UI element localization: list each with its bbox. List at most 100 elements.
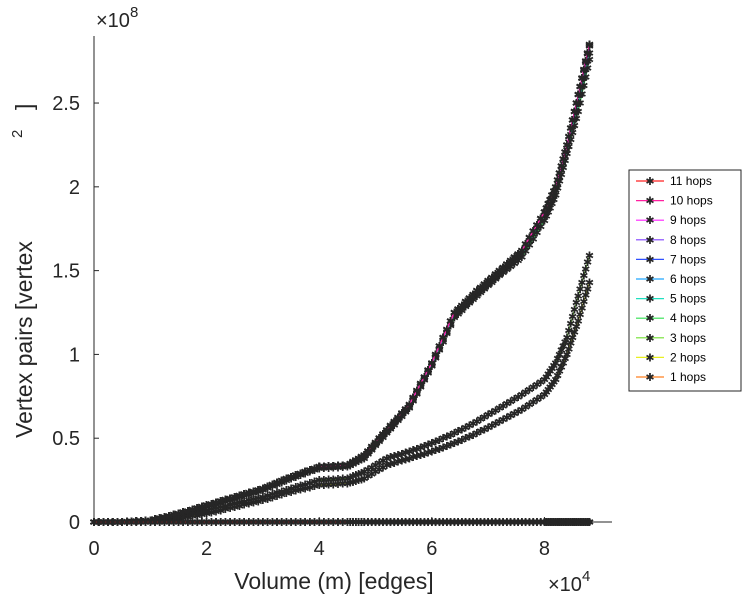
data-point: ✱ [296,470,305,482]
data-point: ✱ [405,453,414,465]
data-point: ✱ [559,158,568,170]
series-4-hops: ✱✱✱✱✱✱✱✱✱✱✱✱✱✱✱✱✱✱✱✱✱✱✱✱✱✱✱✱✱✱✱✱✱✱✱✱✱✱✱✱… [89,54,594,529]
data-point: ✱ [113,517,122,529]
data-point: ✱ [244,488,253,500]
data-point: ✱ [268,480,277,492]
data-point: ✱ [89,517,98,529]
data-point: ✱ [549,189,558,201]
data-point: ✱ [164,512,173,524]
data-point: ✱ [363,517,372,529]
data-point: ✱ [532,380,541,392]
data-point: ✱ [585,54,594,66]
data-point: ✱ [94,517,103,529]
data-point: ✱ [357,474,366,486]
data-point: ✱ [375,464,384,476]
data-point: ✱ [357,468,366,480]
data-point: ✱ [453,426,462,438]
data-point: ✱ [183,508,192,520]
data-point: ✱ [453,517,462,529]
data-point: ✱ [249,517,258,529]
data-point: ✱ [521,246,530,258]
data-point: ✱ [360,450,369,462]
data-point: ✱ [536,221,545,233]
data-point: ✱ [405,403,414,415]
data-point: ✱ [438,333,447,345]
data-point: ✱ [572,517,581,529]
data-point: ✱ [491,274,500,286]
legend-entry: ✱ 10 hops [636,194,713,208]
data-point: ✱ [354,453,363,465]
data-point: ✱ [258,483,267,495]
data-point: ✱ [461,302,470,314]
data-point: ✱ [254,485,263,497]
data-point: ✱ [155,513,164,525]
y-axis-label-close: ] [11,104,37,110]
data-point: ✱ [291,470,300,482]
data-point: ✱ [476,287,485,299]
data-point: ✱ [296,468,305,480]
data-point: ✱ [416,517,425,529]
data-point: ✱ [263,483,272,495]
data-point: ✱ [348,517,357,529]
data-point: ✱ [103,517,112,529]
data-point: ✱ [343,460,352,472]
data-point: ✱ [517,390,526,402]
data-point: ✱ [579,517,588,529]
data-point: ✱ [89,517,98,529]
data-point: ✱ [476,282,485,294]
data-point: ✱ [581,56,590,68]
data-point: ✱ [221,495,230,507]
data-point: ✱ [348,517,357,529]
data-point: ✱ [382,427,391,439]
data-point: ✱ [583,257,592,269]
data-point: ✱ [457,300,466,312]
data-point: ✱ [207,508,216,520]
data-point: ✱ [568,333,577,345]
data-point: ✱ [351,455,360,467]
data-point: ✱ [122,517,131,529]
data-point: ✱ [469,289,478,301]
data-point: ✱ [544,517,553,529]
data-point: ✱ [225,503,234,515]
data-point: ✱ [560,517,569,529]
data-point: ✱ [438,517,447,529]
data-point: ✱ [420,449,429,461]
legend-label: 4 hops [670,311,706,325]
data-point: ✱ [329,461,338,473]
data-point: ✱ [360,450,369,462]
data-point: ✱ [235,490,244,502]
data-point: ✱ [108,517,117,529]
data-point: ✱ [382,425,391,437]
data-point: ✱ [113,517,122,529]
data-point: ✱ [343,460,352,472]
data-point: ✱ [525,400,534,412]
data-point: ✱ [216,496,225,508]
data-point: ✱ [545,517,554,529]
data-point: ✱ [286,517,295,529]
data-point: ✱ [150,517,159,529]
data-point: ✱ [382,425,391,437]
data-point: ✱ [338,460,347,472]
series-line [94,44,591,523]
data-point: ✱ [301,517,310,529]
data-point: ✱ [89,517,98,529]
data-point: ✱ [476,282,485,294]
data-point: ✱ [301,483,310,495]
data-point: ✱ [333,461,342,473]
data-point: ✱ [397,411,406,423]
data-point: ✱ [169,517,178,529]
data-point: ✱ [202,500,211,512]
data-point: ✱ [568,127,577,139]
data-point: ✱ [480,279,489,291]
data-point: ✱ [435,343,444,355]
data-point: ✱ [150,514,159,526]
data-point: ✱ [94,517,103,529]
data-point: ✱ [378,432,387,444]
data-point: ✱ [315,517,324,529]
data-point: ✱ [423,440,432,452]
legend-marker: ✱ [645,196,654,208]
data-point: ✱ [566,338,575,350]
data-point: ✱ [99,517,108,529]
data-point: ✱ [249,486,258,498]
data-point: ✱ [431,445,440,457]
